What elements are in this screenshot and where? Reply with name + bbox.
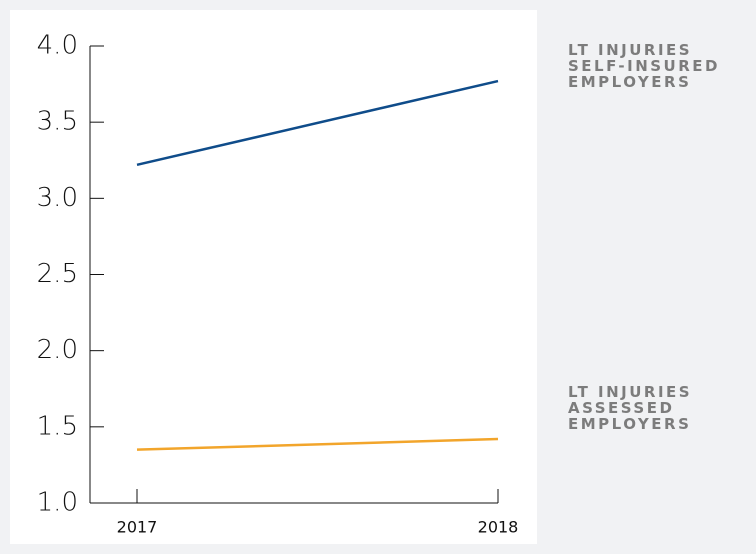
y-tick-label: 2.0 xyxy=(37,335,78,365)
line-series xyxy=(136,79,499,167)
x-tick-label: 2017 xyxy=(117,518,158,537)
chart-panel xyxy=(10,10,537,544)
y-tick-label: 2.5 xyxy=(37,259,78,289)
y-tick-label: 3.5 xyxy=(37,107,78,137)
y-tick-label: 3.0 xyxy=(37,183,78,213)
y-tick-label: 4.0 xyxy=(37,31,78,61)
legend-label: LT INJURIES SELF-INSURED EMPLOYERS xyxy=(568,41,720,91)
x-tick-label: 2018 xyxy=(478,518,519,537)
y-tick-label: 1.5 xyxy=(37,411,78,441)
y-tick-label: 1.0 xyxy=(37,488,78,518)
legend-label: LT INJURIES ASSESSED EMPLOYERS xyxy=(568,383,693,433)
line-series xyxy=(136,437,499,451)
